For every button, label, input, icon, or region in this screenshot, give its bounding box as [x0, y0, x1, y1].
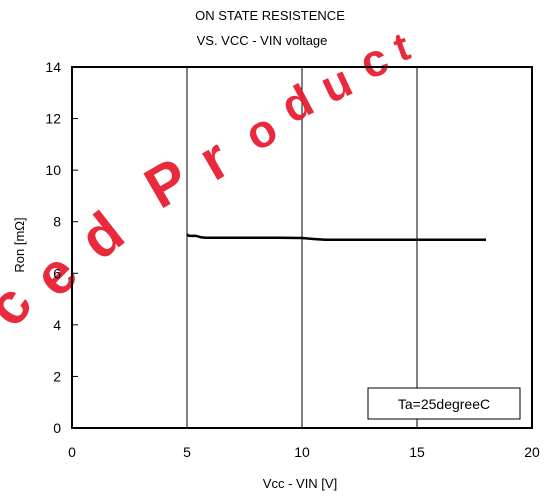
chart-title-line1: ON STATE RESISTENCE [195, 8, 345, 23]
annotation-text: Ta=25degreeC [398, 396, 490, 412]
x-tick-label-1: 5 [183, 444, 191, 460]
watermark-letter-8: u [312, 54, 359, 113]
y-axis-label: Ron [mΩ] [12, 217, 27, 272]
chart-title-line2: VS. VCC - VIN voltage [197, 33, 328, 48]
y-tick-label-6: 12 [45, 111, 61, 127]
x-tick-label-4: 20 [524, 444, 540, 460]
watermark-letter-7: d [272, 74, 321, 133]
watermark-letter-0: c [0, 274, 45, 338]
y-tick-label-7: 14 [45, 59, 61, 75]
y-tick-label-5: 10 [45, 162, 61, 178]
watermark-letter-9: c [352, 31, 395, 89]
watermark-letter-4: P [134, 146, 200, 222]
series-layer [186, 233, 486, 242]
x-axis-label: Vcc - VIN [V] [263, 476, 337, 491]
y-tick-label-1: 2 [53, 368, 61, 384]
y-tick-label-4: 8 [53, 214, 61, 230]
y-tick-label-3: 6 [53, 265, 61, 281]
x-tick-label-2: 10 [294, 444, 310, 460]
watermark-letter-2: d [68, 199, 136, 272]
plot-area-frame [71, 66, 533, 429]
y-tick-label-0: 0 [53, 420, 61, 436]
tick-labels: 0 2 4 6 8 10 12 14 0 5 10 15 20 [45, 59, 540, 460]
watermark-letter-5: r [188, 126, 240, 194]
grid-lines [186, 67, 418, 428]
series-line-0 [186, 233, 486, 242]
watermark-letter-10: t [388, 25, 416, 71]
x-tick-label-0: 0 [68, 444, 76, 460]
watermark-letter-6: o [236, 102, 285, 161]
y-tick-label-2: 4 [53, 317, 61, 333]
x-tick-label-3: 15 [409, 444, 425, 460]
annotation-box: Ta=25degreeC [367, 387, 521, 420]
